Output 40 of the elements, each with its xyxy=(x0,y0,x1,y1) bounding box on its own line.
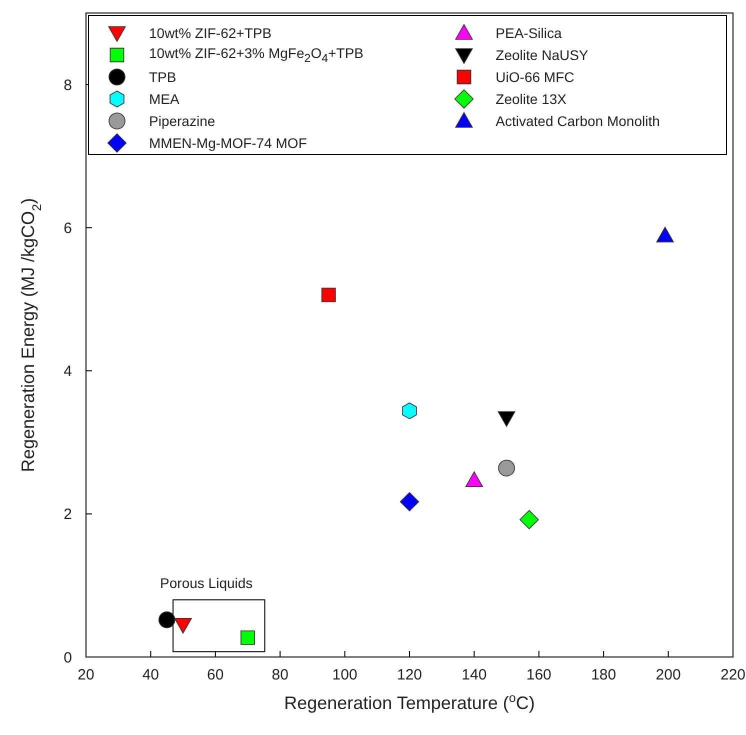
point xyxy=(402,402,417,420)
point xyxy=(498,460,515,476)
legend-label: TPB xyxy=(149,69,176,85)
point xyxy=(520,510,539,530)
x-axis-title: Regeneration Temperature ($^{o}$C) xyxy=(284,691,535,713)
x-tick-label: 60 xyxy=(207,666,224,684)
annotation: Porous Liquids xyxy=(160,574,253,591)
legend-label: MMEN-Mg-MOF-74 MOF xyxy=(149,135,307,151)
legend-label: MEA xyxy=(149,91,180,107)
point xyxy=(400,492,420,512)
point xyxy=(498,411,516,427)
legend-label: UiO-66 MFC xyxy=(496,69,574,85)
legend-label: Activated Carbon Monolith xyxy=(496,113,660,129)
point xyxy=(321,288,336,302)
point xyxy=(158,611,176,628)
x-tick-label: 200 xyxy=(656,666,681,684)
y-tick-label: 0 xyxy=(64,649,72,666)
legend-label: Zeolite 13X xyxy=(496,91,566,107)
y-tick-label: 4 xyxy=(64,363,72,380)
y-tick-label: 8 xyxy=(64,76,72,94)
legend-label: 10wt% ZIF-62+3% MgFe$_{2}$O$_{4}$+TPB xyxy=(149,45,364,65)
legend-label: PEA-Silica xyxy=(496,25,562,41)
x-tick-label: 220 xyxy=(720,666,746,684)
x-tick-label: 80 xyxy=(272,666,288,684)
legend-label: Piperazine xyxy=(149,113,216,129)
point xyxy=(174,618,192,634)
legend-label: 10wt% ZIF-62+TPB xyxy=(149,25,272,41)
point xyxy=(240,630,255,645)
x-tick-label: 180 xyxy=(591,666,616,684)
x-tick-label: 120 xyxy=(396,666,422,684)
y-tick-label: 2 xyxy=(64,506,72,524)
x-tick-label: 40 xyxy=(142,666,160,684)
point xyxy=(465,471,483,488)
x-tick-label: 160 xyxy=(526,666,552,684)
y-tick-label: 6 xyxy=(64,220,72,237)
x-tick-label: 100 xyxy=(332,666,358,684)
point xyxy=(656,226,674,242)
x-tick-label: 20 xyxy=(78,666,94,684)
x-tick-label: 140 xyxy=(462,666,487,684)
legend-label: Zeolite NaUSY xyxy=(496,47,588,63)
